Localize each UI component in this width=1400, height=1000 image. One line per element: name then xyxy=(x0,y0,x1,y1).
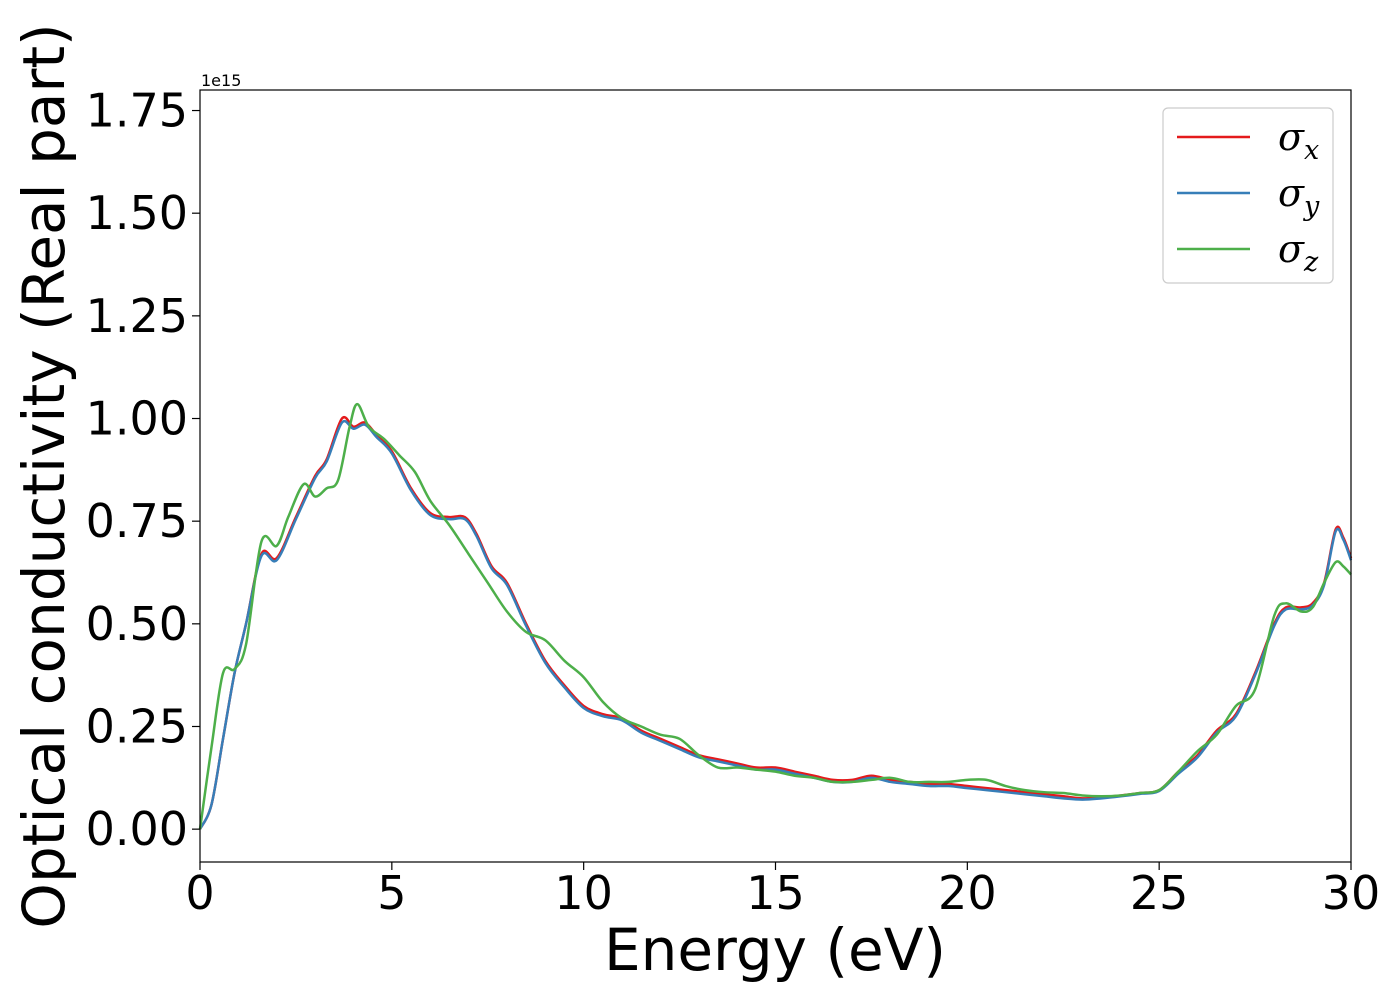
legend-frame xyxy=(1162,107,1334,284)
legend-label-sigma-x: σx xyxy=(1278,115,1319,166)
x-tick-label: 5 xyxy=(377,866,406,920)
series-line-sigma-x xyxy=(198,416,1353,830)
offset-label: 1e15 xyxy=(201,71,241,90)
y-axis-title: Optical conductivity (Real part) xyxy=(10,23,78,928)
x-tick-label: 0 xyxy=(185,866,214,920)
x-axis-title: Energy (eV) xyxy=(604,916,946,984)
series-layer xyxy=(198,402,1353,830)
x-tick-label: 20 xyxy=(938,866,997,920)
legend-label-sigma-y: σy xyxy=(1278,171,1320,222)
y-tick-label: 0.75 xyxy=(86,494,188,548)
y-tick-label: 0.00 xyxy=(86,802,188,856)
x-tick-label: 15 xyxy=(746,866,805,920)
y-tick-label: 0.50 xyxy=(86,597,188,651)
y-tick-label: 0.25 xyxy=(86,699,188,753)
y-tick-label: 1.00 xyxy=(86,392,188,446)
series-line-sigma-z xyxy=(198,402,1352,830)
x-axis-ticks: 0 5 10 15 20 25 30 xyxy=(185,862,1380,920)
y-tick-label: 1.75 xyxy=(86,84,188,138)
x-tick-label: 25 xyxy=(1130,866,1189,920)
y-tick-label: 1.50 xyxy=(86,186,188,240)
x-tick-label: 10 xyxy=(554,866,613,920)
x-tick-label: 30 xyxy=(1322,866,1381,920)
legend-label-sigma-z: σz xyxy=(1278,227,1319,278)
y-tick-label: 1.25 xyxy=(86,289,188,343)
y-axis-ticks: 0.00 0.25 0.50 0.75 1.00 1.25 1.50 1.75 xyxy=(86,84,200,856)
